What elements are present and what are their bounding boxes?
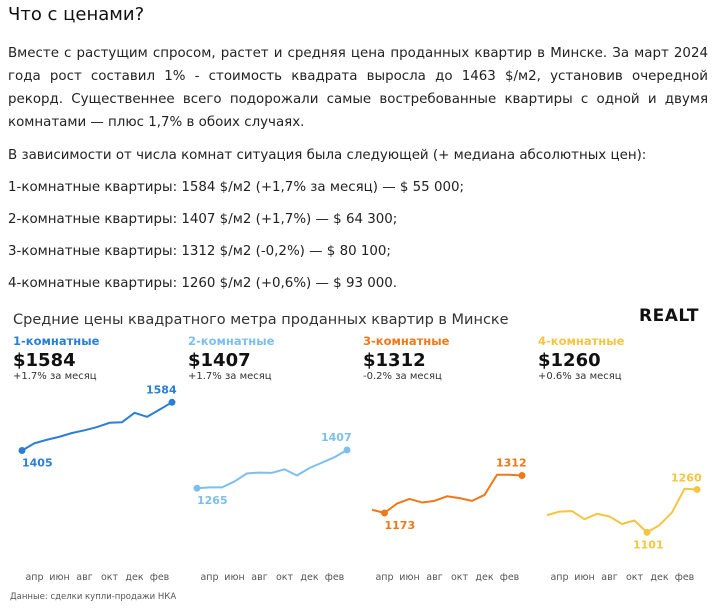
start-point	[193, 484, 201, 492]
x-tick-label: фев	[500, 572, 520, 583]
start-point	[381, 509, 388, 517]
infographic-title: Средние цены квадратного метра проданных…	[13, 312, 509, 328]
x-tick-label: фев	[150, 572, 170, 583]
panel-label: 1-комнатные	[13, 334, 100, 348]
end-value-label: 1584	[146, 383, 177, 396]
x-tick-label: авг	[426, 572, 442, 583]
price-line-1room: 1-комнатные квартиры: 1584 $/м2 (+1,7% з…	[8, 180, 465, 195]
series-line-1	[21, 401, 173, 452]
x-tick-label: июн	[574, 572, 594, 583]
x-tick-label: окт	[101, 572, 119, 583]
price-infographic: Средние цены квадратного метра проданных…	[0, 300, 716, 614]
panel-label: 4-комнатные	[538, 334, 625, 348]
panel-price: $1584	[13, 350, 76, 371]
x-tick-label: авг	[76, 572, 92, 583]
start-point	[18, 447, 26, 454]
end-value-label: 1260	[671, 472, 702, 485]
x-tick-label: авг	[251, 572, 267, 583]
price-line-3room: 3-комнатные квартиры: 1312 $/м2 (-0,2%) …	[8, 244, 391, 259]
panel-3room: 3-комнатные $1312 -0.2% за месяц	[363, 334, 538, 382]
panel-price: $1260	[538, 350, 601, 371]
start-point	[643, 528, 651, 536]
x-tick-label: апр	[375, 572, 393, 583]
panel-change: +0.6% за месяц	[538, 371, 622, 382]
end-value-label: 1407	[321, 431, 352, 444]
realt-logo: REALT	[639, 306, 699, 326]
rooms-intro-line: В зависимости от числа комнат ситуация б…	[8, 148, 647, 163]
end-point	[168, 398, 176, 406]
end-point	[693, 486, 701, 494]
panel-label: 2-комнатные	[188, 334, 275, 348]
intro-paragraph: Вместе с растущим спросом, растет и сред…	[8, 46, 708, 130]
x-tick-label: дек	[650, 572, 668, 583]
x-tick-label: июн	[49, 572, 69, 583]
start-value-label: 1265	[197, 494, 228, 507]
price-line-2room: 2-комнатные квартиры: 1407 $/м2 (+1,7%) …	[8, 212, 398, 227]
x-tick-label: июн	[224, 572, 244, 583]
panel-2room: 2-комнатные $1407 +1.7% за месяц	[188, 334, 363, 382]
start-value-label: 1101	[633, 538, 664, 551]
panel-1room: 1-комнатные $1584 +1.7% за месяц	[13, 334, 188, 382]
x-tick-label: фев	[325, 572, 345, 583]
x-tick-label: окт	[626, 572, 644, 583]
panel-price: $1407	[188, 350, 251, 371]
data-source-note: Данные: сделки купли-продажи НКА	[10, 592, 177, 602]
end-point	[518, 472, 526, 480]
end-value-label: 1312	[496, 457, 527, 470]
x-tick-label: окт	[276, 572, 294, 583]
series-line-3	[371, 473, 523, 514]
x-tick-label: дек	[475, 572, 493, 583]
x-tick-label: фев	[675, 572, 695, 583]
start-value-label: 1173	[385, 519, 416, 532]
panel-change: +1.7% за месяц	[188, 371, 272, 382]
x-tick-label: апр	[200, 572, 218, 583]
series-line-4	[546, 487, 698, 534]
x-tick-label: апр	[25, 572, 43, 583]
start-value-label: 1405	[22, 457, 53, 470]
panel-price: $1312	[363, 350, 426, 371]
x-tick-label: апр	[550, 572, 568, 583]
x-tick-label: дек	[300, 572, 318, 583]
panel-change: -0.2% за месяц	[363, 371, 442, 382]
x-tick-label: июн	[399, 572, 419, 583]
end-point	[343, 446, 351, 454]
series-line-2	[196, 449, 348, 490]
price-line-4room: 4-комнатные квартиры: 1260 $/м2 (+0,6%) …	[8, 276, 398, 291]
panel-label: 3-комнатные	[363, 334, 450, 348]
x-tick-label: дек	[125, 572, 143, 583]
x-tick-label: окт	[451, 572, 469, 583]
x-tick-label: авг	[601, 572, 617, 583]
panel-4room: 4-комнатные $1260 +0.6% за месяц	[538, 334, 713, 382]
panel-change: +1.7% за месяц	[13, 371, 97, 382]
section-heading: Что с ценами?	[8, 4, 145, 25]
